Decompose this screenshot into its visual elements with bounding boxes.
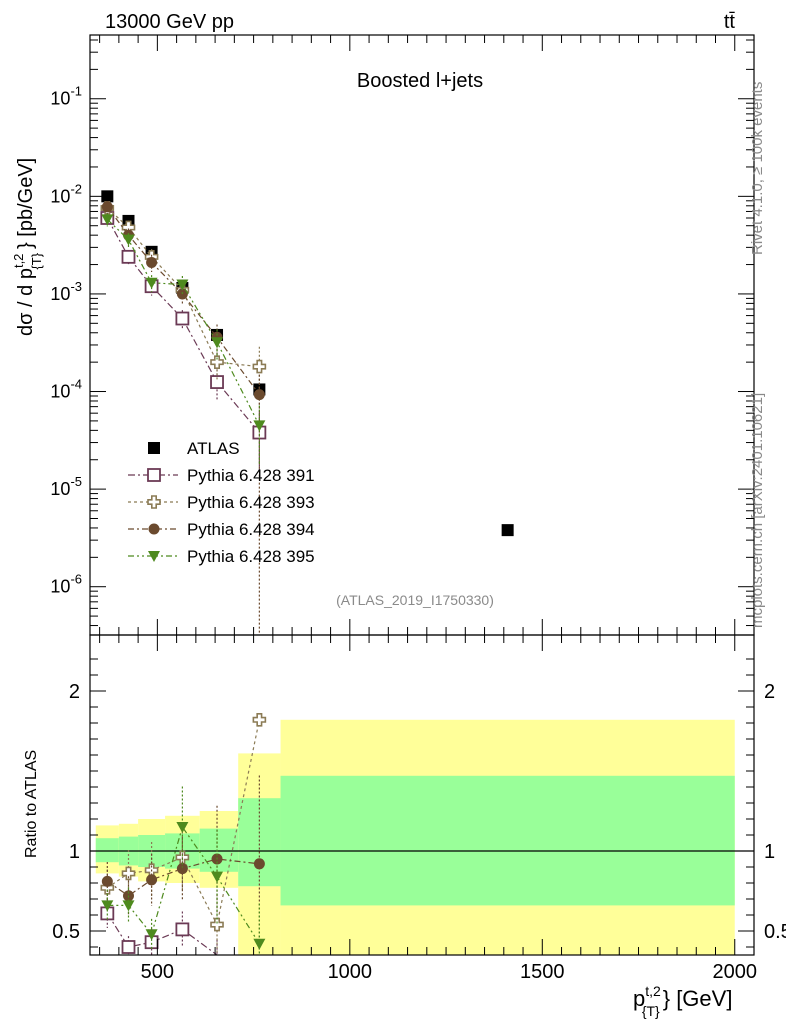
ratio-line-3 xyxy=(107,825,260,945)
y-tick-label: 10-1 xyxy=(50,84,82,109)
ratio-point xyxy=(211,871,224,883)
ratio-point xyxy=(121,940,136,954)
series-line-2 xyxy=(106,207,260,368)
chart-title: Boosted l+jets xyxy=(357,70,483,92)
ratio-line-2 xyxy=(106,858,260,897)
legend-entry: Pythia 6.428 393 xyxy=(187,493,315,512)
ratio-point xyxy=(176,822,189,833)
data-point xyxy=(121,249,136,264)
ratio-y-tick-label-right: 2 xyxy=(764,681,775,703)
y-tick-label: 10-3 xyxy=(50,279,82,304)
ratio-panel-series xyxy=(100,713,267,956)
inner-uncertainty-band xyxy=(95,838,119,863)
inner-uncertainty-band xyxy=(280,775,735,906)
svg-text:pt,2{T}} [GeV]: pt,2 {T}} [GeV] xyxy=(633,983,732,1019)
legend-entry: Pythia 6.428 395 xyxy=(187,547,315,566)
top-panel-frame xyxy=(89,34,755,636)
data-point xyxy=(176,279,189,291)
ratio-y-tick-label-left: 2 xyxy=(69,681,80,703)
collision-label: 13000 GeV pp xyxy=(105,11,234,33)
process-label: tt̄ xyxy=(724,11,736,33)
ratio-uncertainty-bands xyxy=(95,719,735,955)
ratio-y-tick-label-left: 1 xyxy=(69,841,80,863)
data-point xyxy=(501,524,514,537)
ratio-point xyxy=(101,900,114,912)
data-point xyxy=(146,256,158,268)
data-point xyxy=(253,420,266,432)
top-panel-series xyxy=(100,190,514,635)
legend-marker xyxy=(148,523,160,535)
data-point xyxy=(252,359,267,374)
ratio-point xyxy=(253,938,266,950)
y-tick-label: 10-2 xyxy=(50,181,82,206)
data-point xyxy=(253,389,265,401)
series-line-3 xyxy=(106,206,260,395)
data-point xyxy=(210,355,224,369)
y-tick-label: 10-4 xyxy=(50,377,82,402)
ratio-point xyxy=(146,874,158,886)
legend-marker xyxy=(148,551,160,562)
ratio-point xyxy=(252,713,267,727)
x-tick-label: 1500 xyxy=(520,961,565,983)
legend-entry: Pythia 6.428 391 xyxy=(187,466,315,485)
data-point xyxy=(175,311,190,326)
ratio-panel-frame xyxy=(89,634,755,956)
legend-entry: ATLAS xyxy=(187,439,240,458)
data-point xyxy=(101,214,114,226)
x-tick-label: 500 xyxy=(141,961,174,983)
mcplots-label: mcplots.cern.ch [arXiv:2401.10621] xyxy=(749,393,766,628)
legend: ATLAS Pythia 6.428 391 Pythia 6.428 393 Pyt… xyxy=(128,439,315,566)
legend-marker xyxy=(147,495,161,509)
ratio-point xyxy=(253,858,265,870)
ratio-point xyxy=(145,929,158,941)
ratio-y-tick-label-right: 1 xyxy=(764,841,775,863)
svg-text:dσ / d pt,2{T}} [pb/GeV]: dσ / d pt,2 {T}} [pb/GeV] xyxy=(11,158,44,336)
ratio-line-1 xyxy=(106,719,260,927)
top-y-axis-title: dσ / d pt,2 {T}} [pb/GeV] xyxy=(11,158,44,336)
ratio-point xyxy=(210,917,224,932)
data-point xyxy=(101,201,113,213)
legend-marker xyxy=(148,442,160,454)
ratio-y-tick-label-right: 0.5 xyxy=(764,921,786,943)
x-tick-label: 1000 xyxy=(328,961,373,983)
top-panel-ticks: 10-6 10-5 10-4 10-3 10-2 10-1 xyxy=(50,35,755,635)
y-tick-label: 10-5 xyxy=(50,474,82,499)
ratio-point xyxy=(175,922,190,937)
inner-uncertainty-band xyxy=(199,828,239,872)
ratio-point xyxy=(122,900,135,912)
ratio-point xyxy=(101,875,113,887)
rivet-label: Rivet 4.1.0, ≥ 100k events xyxy=(749,82,766,255)
ratio-y-tick-label-left: 0.5 xyxy=(52,921,80,943)
ratio-panel-ticks: 0.5 0.5 1 1 2 2 500 1000 1500 2000 xyxy=(52,635,786,983)
x-axis-title: pt,2 {T}} [GeV] xyxy=(633,983,732,1019)
x-tick-label: 2000 xyxy=(713,961,758,983)
data-point xyxy=(210,375,224,389)
y-tick-label: 10-6 xyxy=(50,572,82,597)
data-point xyxy=(211,337,224,349)
analysis-tag: (ATLAS_2019_I1750330) xyxy=(336,592,494,608)
data-point xyxy=(122,234,135,246)
data-point xyxy=(145,277,158,289)
ratio-point xyxy=(176,863,188,875)
ratio-y-axis-title: Ratio to ATLAS xyxy=(23,750,40,858)
data-point xyxy=(101,190,114,203)
legend-entry: Pythia 6.428 394 xyxy=(187,520,315,539)
legend-marker xyxy=(147,468,161,482)
ratio-point xyxy=(121,866,136,881)
